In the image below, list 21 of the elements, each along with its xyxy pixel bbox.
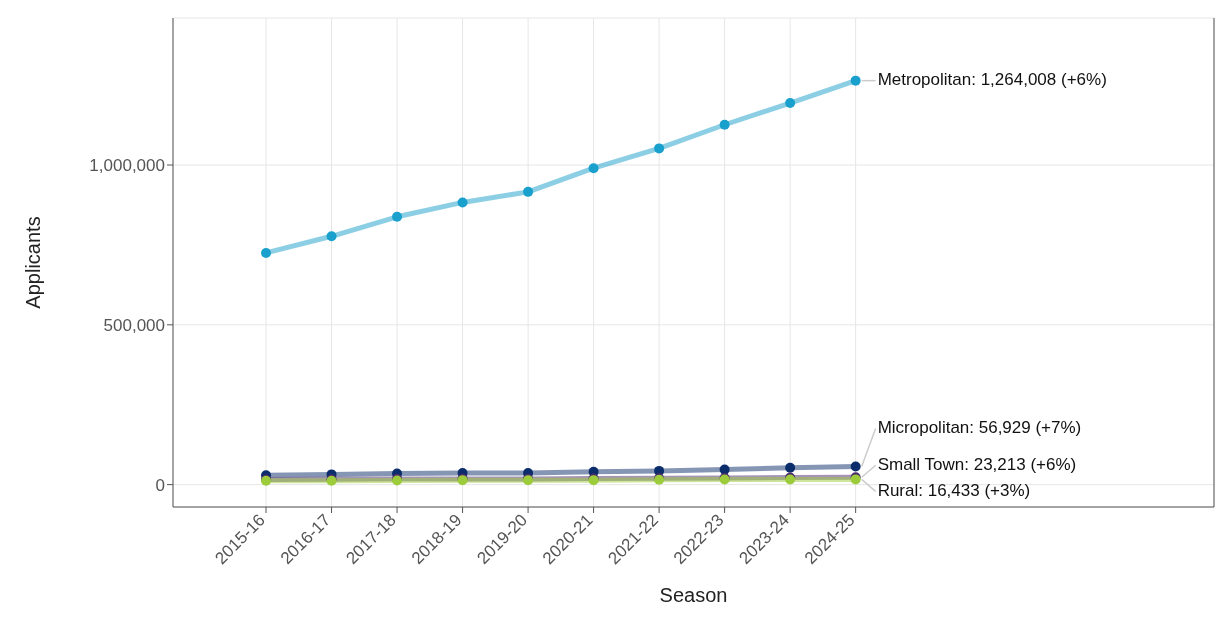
point — [457, 197, 468, 208]
y-tick-label: 1,000,000 — [89, 156, 165, 176]
point — [261, 247, 272, 258]
x-axis-title: Season — [659, 584, 728, 606]
point — [588, 163, 599, 174]
annotation: Metropolitan: 1,264,008 (+6%) — [877, 70, 1107, 90]
point — [654, 143, 665, 154]
y-tick-label: 0 — [155, 475, 165, 495]
y-tick-label: 500,000 — [103, 315, 165, 335]
point — [785, 98, 796, 109]
point — [850, 461, 861, 472]
annotation: Rural: 16,433 (+3%) — [877, 480, 1031, 500]
annotation: Micropolitan: 56,929 (+7%) — [877, 417, 1082, 437]
point — [523, 186, 534, 197]
annotation: Small Town: 23,213 (+6%) — [877, 454, 1077, 474]
point — [850, 75, 861, 86]
y-axis-title: Applicants — [22, 216, 45, 309]
point — [392, 211, 403, 222]
point — [719, 119, 730, 130]
point — [785, 462, 796, 473]
point — [326, 231, 337, 242]
